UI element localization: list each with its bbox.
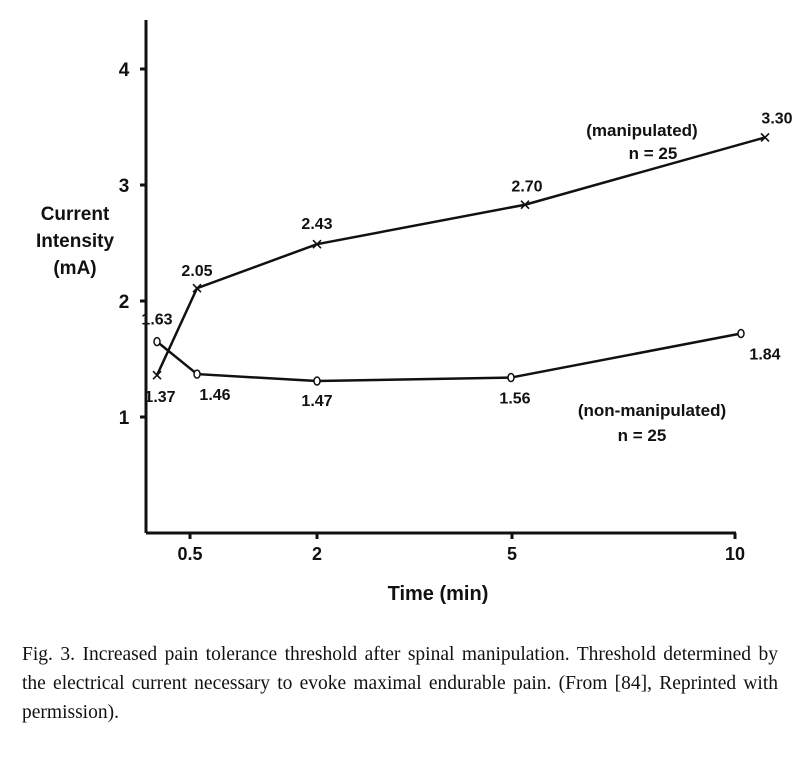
manipulated-data-label: 1.37 — [144, 389, 175, 406]
y-tick-label: 1 — [119, 408, 130, 429]
y-tick-label: 4 — [119, 60, 130, 81]
x-tick-label: 0.5 — [177, 544, 202, 564]
x-tick-label: 5 — [507, 544, 517, 564]
manipulated-data-label: 2.05 — [181, 263, 212, 280]
manipulated-point — [760, 132, 770, 143]
non-manipulated-point — [313, 376, 321, 386]
line-chart: 1 2 3 4 0.5 2 5 10 1.37 2.05 2.43 2.70 3.30 1.63 1.46… — [36, 20, 793, 605]
manipulated-line — [155, 136, 766, 376]
manipulated-n: n = 25 — [629, 144, 678, 163]
x-tick-label: 2 — [312, 544, 322, 564]
y-axis-label-line2: Intensity — [36, 231, 115, 252]
manipulated-data-label: 2.70 — [511, 179, 542, 196]
non-manipulated-point — [737, 328, 745, 339]
manipulated-data-label: 3.30 — [761, 110, 792, 127]
manipulated-data-label: 2.43 — [301, 216, 332, 233]
manipulated-point — [312, 239, 322, 249]
x-axis-label: Time (min) — [388, 583, 489, 605]
y-axis-label-line3: (mA) — [53, 258, 96, 279]
non-manipulated-annotation: (non-manipulated) — [578, 401, 726, 420]
manipulated-point — [520, 200, 530, 210]
manipulated-annotation: (manipulated) — [586, 121, 697, 140]
non-manipulated-data-label: 1.84 — [749, 346, 780, 363]
non-manipulated-data-label: 1.46 — [199, 387, 230, 404]
figure-caption: Fig. 3. Increased pain tolerance thresho… — [22, 644, 778, 723]
non-manipulated-line — [156, 332, 742, 383]
non-manipulated-point — [507, 372, 515, 383]
manipulated-point — [152, 370, 162, 380]
non-manipulated-point — [193, 369, 201, 379]
x-tick-label: 10 — [725, 544, 745, 564]
non-manipulated-data-label: 1.63 — [141, 312, 172, 329]
y-axis-label-line1: Current — [41, 204, 110, 225]
non-manipulated-n: n = 25 — [618, 426, 667, 445]
y-tick-label: 2 — [119, 292, 130, 313]
non-manipulated-data-label: 1.47 — [301, 393, 332, 410]
y-tick-label: 3 — [119, 176, 130, 197]
non-manipulated-data-label: 1.56 — [499, 391, 530, 408]
manipulated-point — [192, 283, 202, 293]
non-manipulated-point — [153, 336, 161, 347]
